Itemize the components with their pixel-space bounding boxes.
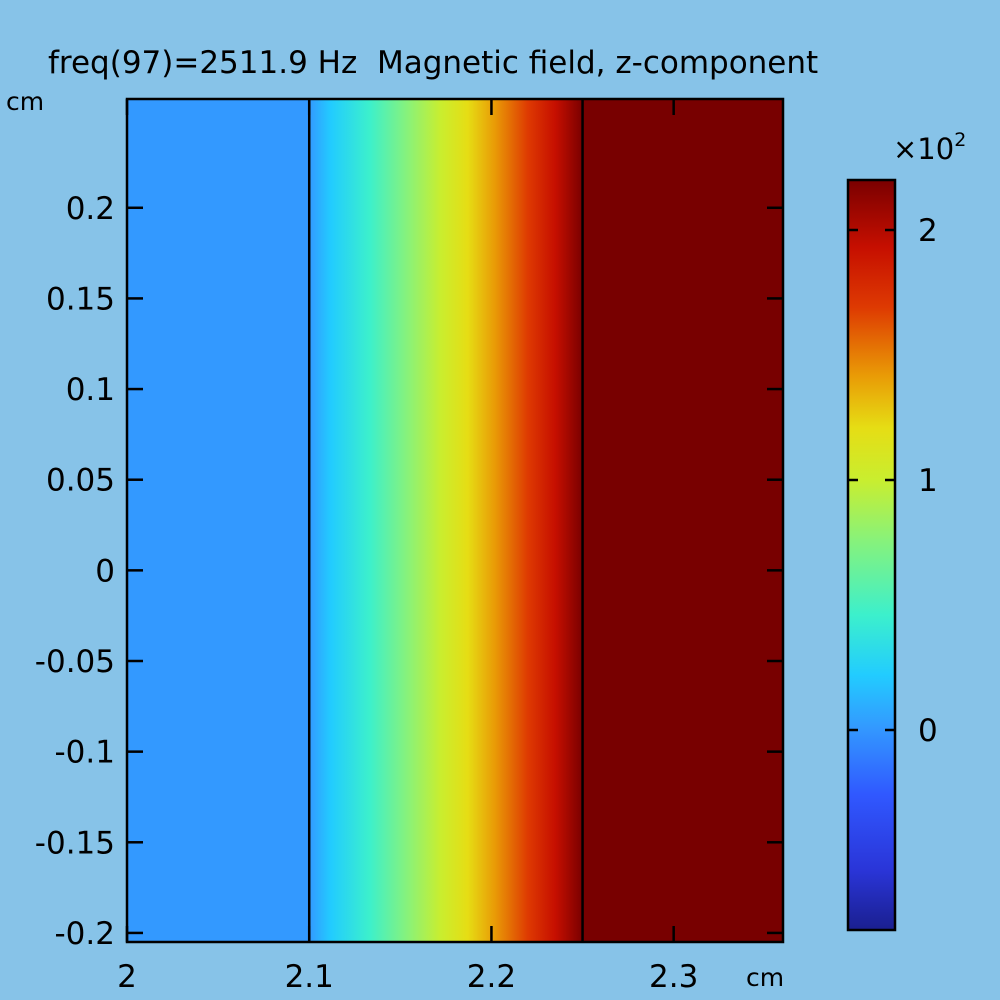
- colorbar-gradient: [846, 178, 897, 932]
- y-tick-label: -0.15: [35, 825, 115, 861]
- y-tick-label: -0.2: [55, 916, 116, 952]
- colorbar-tick-label: 1: [918, 463, 938, 499]
- x-axis-ticks: 2 2.1 2.2 2.3: [117, 99, 698, 995]
- y-tick-label: 0: [95, 553, 115, 589]
- colorbar-multiplier-base: ×10: [893, 132, 954, 166]
- x-tick-label: 2.3: [649, 959, 698, 995]
- colorbar-multiplier-exponent: 2: [954, 129, 966, 151]
- y-axis-unit: cm: [6, 87, 44, 116]
- y-tick-label: 0.05: [46, 463, 115, 499]
- plot-frame: [125, 97, 785, 944]
- y-tick-label: 0.15: [46, 281, 115, 317]
- y-axis-ticks: 0.2 0.15 0.1 0.05 0 -0.05 -0.1 -0.15 -0.2: [35, 191, 783, 952]
- y-tick-label: -0.05: [35, 644, 115, 680]
- x-tick-label: 2: [117, 959, 137, 995]
- y-tick-label: 0.1: [66, 372, 115, 408]
- chart-title: freq(97)=2511.9 Hz Magnetic field, z-com…: [48, 45, 818, 81]
- colorbar-tick-label: 0: [918, 713, 938, 749]
- x-tick-label: 2.2: [467, 959, 516, 995]
- colorbar: 0 1 2: [846, 178, 938, 932]
- field-region-gradient: [309, 99, 583, 942]
- y-tick-label: 0.2: [66, 191, 115, 227]
- x-axis-unit: cm: [746, 963, 784, 992]
- y-tick-label: -0.1: [55, 735, 116, 771]
- x-tick-label: 2.1: [285, 959, 334, 995]
- colorbar-multiplier: ×102: [893, 129, 966, 166]
- plot-area: [125, 97, 785, 944]
- colorbar-tick-label: 2: [918, 213, 938, 249]
- field-region-right: [582, 99, 783, 942]
- field-region-left: [127, 99, 310, 942]
